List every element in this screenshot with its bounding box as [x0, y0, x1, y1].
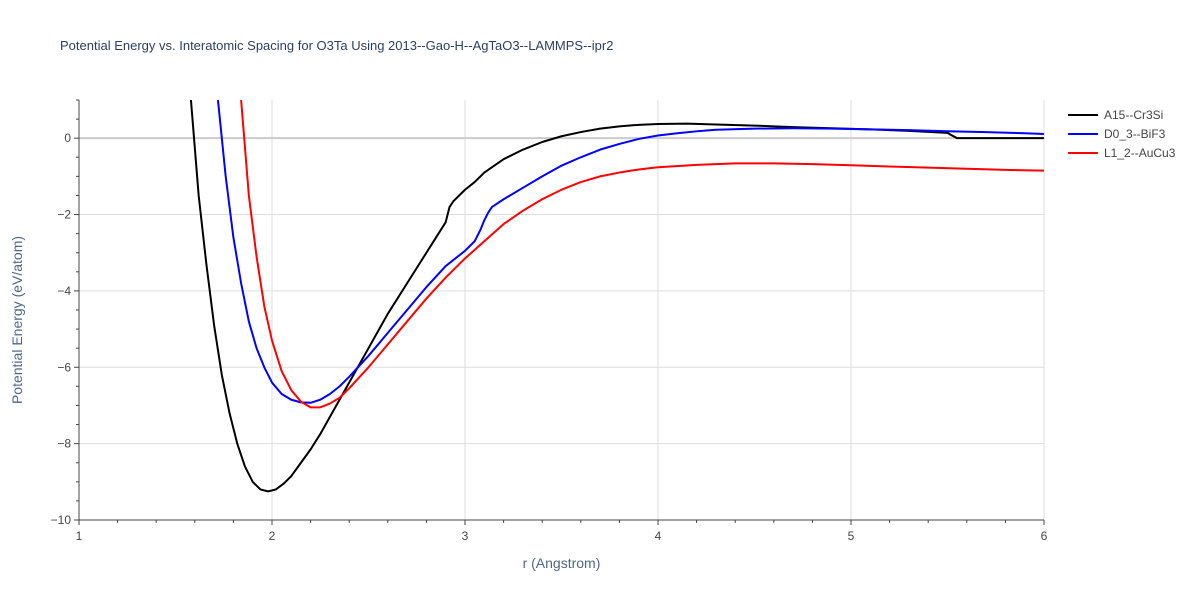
legend-label-2: L1_2--AuCu3: [1104, 146, 1176, 160]
legend: A15--Cr3Si D0_3--BiF3 L1_2--AuCu3: [1068, 108, 1176, 160]
grid-layer: [79, 100, 1045, 520]
y-tick-label-3: −4: [57, 284, 71, 298]
legend-label-0: A15--Cr3Si: [1104, 108, 1163, 122]
y-tick-label-2: −6: [57, 360, 71, 374]
y-tick-label-4: −2: [57, 208, 71, 222]
series-line-2: [240, 100, 1044, 409]
y-tick-label-0: −10: [51, 513, 72, 527]
y-tick-label-5: 0: [64, 131, 71, 145]
legend-label-1: D0_3--BiF3: [1104, 127, 1166, 141]
y-tick-label-1: −8: [57, 437, 71, 451]
axes-layer: 1 2 3 4 5 6 −10 −8 −6 −4 −2 0: [51, 99, 1048, 543]
x-tick-label-5: 5: [848, 529, 855, 543]
x-tick-label-2: 2: [269, 529, 276, 543]
chart-title: Potential Energy vs. Interatomic Spacing…: [60, 38, 613, 53]
y-axis-title: Potential Energy (eV/atom): [9, 236, 25, 404]
x-tick-label-1: 1: [76, 529, 83, 543]
series-line-1: [216, 100, 1044, 404]
x-tick-label-3: 3: [462, 529, 469, 543]
x-axis-title: r (Angstrom): [523, 555, 601, 571]
series-layer: [189, 100, 1044, 493]
x-tick-label-6: 6: [1041, 529, 1048, 543]
series-line-0: [189, 100, 1044, 493]
x-tick-label-4: 4: [655, 529, 662, 543]
